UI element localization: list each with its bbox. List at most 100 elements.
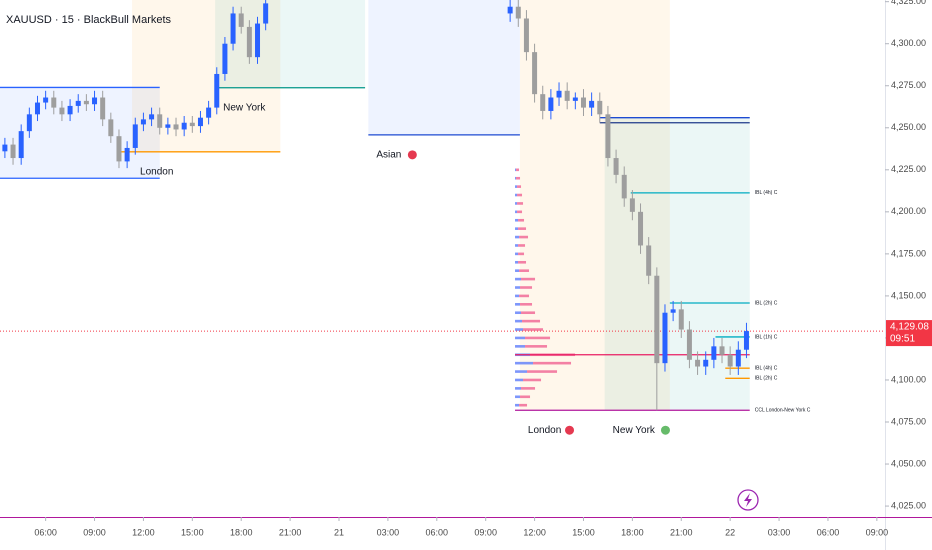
- session-label: London: [140, 166, 173, 177]
- y-tick-label: 4,250.00: [891, 122, 926, 132]
- candle-body: [695, 359, 701, 367]
- candle-body: [532, 52, 538, 95]
- profile-buy: [515, 336, 526, 340]
- profile-sell: [516, 176, 521, 180]
- profile-sell: [518, 260, 527, 264]
- candle-body: [67, 105, 73, 115]
- profile-sell: [525, 336, 551, 340]
- candle-body: [26, 114, 32, 132]
- profile-buy: [515, 345, 526, 348]
- x-tick-label: 15:00: [181, 527, 204, 537]
- candle-body: [51, 97, 57, 108]
- candle-body: [34, 102, 40, 115]
- profile-buy: [515, 378, 524, 382]
- profile-sell: [519, 235, 529, 239]
- profile-sell: [527, 370, 558, 373]
- profile-buy: [515, 328, 524, 331]
- x-tick-label: 22: [725, 527, 735, 537]
- profile-sell: [521, 387, 536, 390]
- candle-body: [580, 97, 586, 108]
- candle-body: [711, 346, 717, 360]
- candle-body: [564, 90, 570, 101]
- profile-buy: [515, 303, 521, 306]
- candle-body: [678, 309, 684, 330]
- candle-body: [613, 158, 619, 175]
- x-tick-label: 21: [334, 527, 344, 537]
- candle-body: [140, 119, 146, 125]
- candle-body: [149, 114, 155, 120]
- y-tick-label: 4,325.00: [891, 0, 926, 6]
- profile-sell: [523, 328, 544, 331]
- y-tick-label: 4,150.00: [891, 290, 926, 300]
- profile-sell: [517, 193, 523, 197]
- x-tick-label: 06:00: [426, 527, 449, 537]
- candle-body: [629, 198, 635, 212]
- profile-sell: [521, 311, 536, 315]
- session-label: Asian: [376, 149, 401, 160]
- candle-body: [646, 245, 652, 276]
- candle-body: [572, 97, 578, 101]
- profile-buy: [515, 168, 517, 172]
- profile-buy: [515, 244, 519, 247]
- x-tick-label: 09:00: [474, 527, 497, 537]
- candle-body: [621, 174, 627, 199]
- profile-buy: [515, 361, 534, 365]
- candle-body: [214, 73, 220, 108]
- last-price-badge: [886, 320, 932, 347]
- profile-sell: [517, 210, 523, 214]
- y-tick-label: 4,100.00: [891, 374, 926, 384]
- candle-body: [597, 100, 603, 115]
- y-tick-label: 4,275.00: [891, 80, 926, 90]
- candle-body: [238, 13, 244, 27]
- profile-buy: [515, 260, 519, 264]
- last-price-label: 4,129.08: [890, 322, 929, 333]
- candle-body: [743, 331, 749, 350]
- profile-buy: [515, 370, 528, 373]
- x-tick-label: 06:00: [34, 527, 57, 537]
- x-tick-label: 12:00: [132, 527, 155, 537]
- candle-body: [654, 275, 660, 364]
- profile-sell: [533, 361, 572, 365]
- x-tick-label: 15:00: [572, 527, 595, 537]
- candle-body: [75, 100, 81, 106]
- profile-sell: [522, 319, 541, 323]
- profile-sell: [518, 252, 525, 256]
- profile-buy: [515, 294, 520, 298]
- profile-sell: [518, 218, 525, 222]
- x-tick-label: 12:00: [523, 527, 546, 537]
- profile-sell: [525, 345, 548, 348]
- session-box: [519, 0, 670, 411]
- profile-buy: [515, 193, 518, 197]
- candle-body: [197, 117, 203, 127]
- profile-sell: [523, 378, 542, 382]
- candle-body: [108, 119, 114, 137]
- profile-buy: [515, 235, 520, 239]
- profile-buy: [515, 286, 521, 289]
- alert-icon[interactable]: [737, 489, 759, 511]
- y-tick-label: 4,200.00: [891, 206, 926, 216]
- axes: 4,025.004,050.004,075.004,100.004,125.00…: [34, 0, 932, 537]
- candle-body: [18, 131, 24, 159]
- candle-body: [173, 124, 179, 130]
- session-label: New York: [223, 102, 266, 113]
- candle-body: [589, 100, 595, 108]
- candle-body: [2, 144, 8, 152]
- candle-body: [222, 43, 228, 74]
- profile-sell: [519, 269, 530, 272]
- x-tick-label: 09:00: [866, 527, 889, 537]
- candle-body: [255, 23, 261, 58]
- session-label: London: [528, 425, 561, 436]
- candle-body: [263, 3, 269, 24]
- profile-sell: [518, 244, 526, 247]
- candle-body: [548, 97, 554, 111]
- profile-buy: [515, 269, 520, 272]
- candle-body: [116, 136, 122, 162]
- candle-body: [132, 124, 138, 148]
- profile-sell: [519, 403, 528, 407]
- profile-buy: [515, 395, 521, 399]
- candle-body: [670, 309, 676, 313]
- level-label: IBL (2h) C: [755, 376, 778, 382]
- y-tick-label: 4,225.00: [891, 164, 926, 174]
- y-tick-label: 4,050.00: [891, 458, 926, 468]
- session-label: New York: [613, 425, 656, 436]
